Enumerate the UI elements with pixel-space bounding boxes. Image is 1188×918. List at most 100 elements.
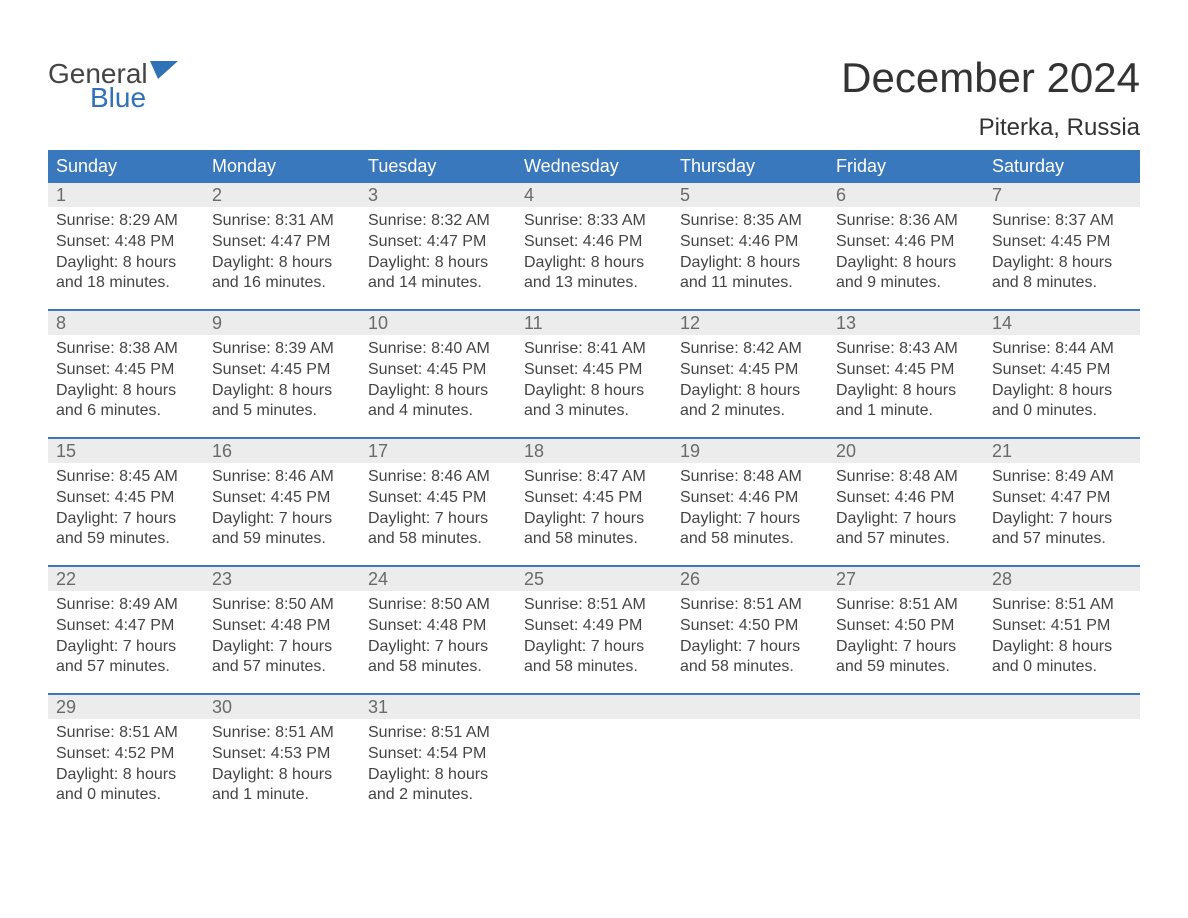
daylight-text: and 0 minutes. (992, 401, 1132, 422)
sunset-text: Sunset: 4:51 PM (992, 616, 1132, 637)
daylight-text: and 4 minutes. (368, 401, 508, 422)
day-number: 15 (48, 439, 204, 463)
sunrise-text: Sunrise: 8:50 AM (212, 595, 352, 616)
sunset-text: Sunset: 4:45 PM (212, 488, 352, 509)
daylight-text: Daylight: 7 hours (836, 509, 976, 530)
day-cell: 8Sunrise: 8:38 AMSunset: 4:45 PMDaylight… (48, 311, 204, 437)
day-body: Sunrise: 8:44 AMSunset: 4:45 PMDaylight:… (984, 335, 1140, 432)
day-body: Sunrise: 8:51 AMSunset: 4:49 PMDaylight:… (516, 591, 672, 688)
sunset-text: Sunset: 4:47 PM (992, 488, 1132, 509)
sunrise-text: Sunrise: 8:51 AM (212, 723, 352, 744)
day-number: 3 (360, 183, 516, 207)
daylight-text: and 11 minutes. (680, 273, 820, 294)
sunset-text: Sunset: 4:45 PM (368, 488, 508, 509)
location-label: Piterka, Russia (841, 114, 1140, 142)
day-number: 8 (48, 311, 204, 335)
sunset-text: Sunset: 4:45 PM (56, 360, 196, 381)
day-number: 26 (672, 567, 828, 591)
daylight-text: Daylight: 7 hours (212, 509, 352, 530)
dow-monday: Monday (204, 152, 360, 181)
daylight-text: and 14 minutes. (368, 273, 508, 294)
daylight-text: and 8 minutes. (992, 273, 1132, 294)
sunset-text: Sunset: 4:48 PM (56, 232, 196, 253)
day-number: 24 (360, 567, 516, 591)
day-number (828, 695, 984, 719)
sunset-text: Sunset: 4:54 PM (368, 744, 508, 765)
sunrise-text: Sunrise: 8:42 AM (680, 339, 820, 360)
day-cell: 20Sunrise: 8:48 AMSunset: 4:46 PMDayligh… (828, 439, 984, 565)
daylight-text: and 57 minutes. (836, 529, 976, 550)
day-body: Sunrise: 8:50 AMSunset: 4:48 PMDaylight:… (204, 591, 360, 688)
daylight-text: Daylight: 8 hours (212, 253, 352, 274)
daylight-text: and 58 minutes. (368, 657, 508, 678)
daylight-text: Daylight: 7 hours (680, 509, 820, 530)
day-number: 27 (828, 567, 984, 591)
daylight-text: and 3 minutes. (524, 401, 664, 422)
sunrise-text: Sunrise: 8:46 AM (212, 467, 352, 488)
sunrise-text: Sunrise: 8:29 AM (56, 211, 196, 232)
day-cell (828, 695, 984, 821)
daylight-text: Daylight: 8 hours (524, 381, 664, 402)
day-body: Sunrise: 8:49 AMSunset: 4:47 PMDaylight:… (48, 591, 204, 688)
dow-friday: Friday (828, 152, 984, 181)
sunset-text: Sunset: 4:45 PM (836, 360, 976, 381)
day-number: 12 (672, 311, 828, 335)
daylight-text: and 1 minute. (212, 785, 352, 806)
day-body: Sunrise: 8:51 AMSunset: 4:54 PMDaylight:… (360, 719, 516, 816)
day-body: Sunrise: 8:50 AMSunset: 4:48 PMDaylight:… (360, 591, 516, 688)
sunset-text: Sunset: 4:46 PM (524, 232, 664, 253)
daylight-text: and 16 minutes. (212, 273, 352, 294)
sunset-text: Sunset: 4:50 PM (680, 616, 820, 637)
dow-wednesday: Wednesday (516, 152, 672, 181)
day-cell: 4Sunrise: 8:33 AMSunset: 4:46 PMDaylight… (516, 183, 672, 309)
sunrise-text: Sunrise: 8:43 AM (836, 339, 976, 360)
sunrise-text: Sunrise: 8:51 AM (368, 723, 508, 744)
day-body: Sunrise: 8:51 AMSunset: 4:50 PMDaylight:… (672, 591, 828, 688)
daylight-text: Daylight: 7 hours (524, 637, 664, 658)
daylight-text: and 2 minutes. (368, 785, 508, 806)
daylight-text: and 57 minutes. (56, 657, 196, 678)
day-body: Sunrise: 8:29 AMSunset: 4:48 PMDaylight:… (48, 207, 204, 304)
sunrise-text: Sunrise: 8:47 AM (524, 467, 664, 488)
sunset-text: Sunset: 4:45 PM (524, 360, 664, 381)
daylight-text: and 59 minutes. (212, 529, 352, 550)
sunset-text: Sunset: 4:45 PM (524, 488, 664, 509)
daylight-text: and 0 minutes. (992, 657, 1132, 678)
daylight-text: and 58 minutes. (524, 657, 664, 678)
day-cell: 6Sunrise: 8:36 AMSunset: 4:46 PMDaylight… (828, 183, 984, 309)
daylight-text: and 59 minutes. (56, 529, 196, 550)
dow-thursday: Thursday (672, 152, 828, 181)
day-cell: 24Sunrise: 8:50 AMSunset: 4:48 PMDayligh… (360, 567, 516, 693)
day-body: Sunrise: 8:46 AMSunset: 4:45 PMDaylight:… (360, 463, 516, 560)
daylight-text: Daylight: 7 hours (368, 637, 508, 658)
day-number: 18 (516, 439, 672, 463)
sunrise-text: Sunrise: 8:51 AM (836, 595, 976, 616)
day-body: Sunrise: 8:46 AMSunset: 4:45 PMDaylight:… (204, 463, 360, 560)
sunset-text: Sunset: 4:47 PM (56, 616, 196, 637)
sunrise-text: Sunrise: 8:51 AM (680, 595, 820, 616)
daylight-text: and 58 minutes. (680, 529, 820, 550)
daylight-text: Daylight: 8 hours (56, 253, 196, 274)
day-cell: 23Sunrise: 8:50 AMSunset: 4:48 PMDayligh… (204, 567, 360, 693)
day-number: 13 (828, 311, 984, 335)
sunrise-text: Sunrise: 8:40 AM (368, 339, 508, 360)
daylight-text: Daylight: 8 hours (56, 765, 196, 786)
day-cell: 12Sunrise: 8:42 AMSunset: 4:45 PMDayligh… (672, 311, 828, 437)
sunset-text: Sunset: 4:45 PM (680, 360, 820, 381)
sunrise-text: Sunrise: 8:51 AM (992, 595, 1132, 616)
day-body: Sunrise: 8:51 AMSunset: 4:51 PMDaylight:… (984, 591, 1140, 688)
dow-saturday: Saturday (984, 152, 1140, 181)
day-cell (984, 695, 1140, 821)
sunset-text: Sunset: 4:46 PM (680, 232, 820, 253)
day-body: Sunrise: 8:33 AMSunset: 4:46 PMDaylight:… (516, 207, 672, 304)
day-body (516, 719, 672, 733)
sunset-text: Sunset: 4:47 PM (368, 232, 508, 253)
daylight-text: and 13 minutes. (524, 273, 664, 294)
day-cell: 17Sunrise: 8:46 AMSunset: 4:45 PMDayligh… (360, 439, 516, 565)
sunrise-text: Sunrise: 8:37 AM (992, 211, 1132, 232)
day-number: 25 (516, 567, 672, 591)
sunrise-text: Sunrise: 8:45 AM (56, 467, 196, 488)
daylight-text: Daylight: 7 hours (212, 637, 352, 658)
day-number: 14 (984, 311, 1140, 335)
day-number: 7 (984, 183, 1140, 207)
